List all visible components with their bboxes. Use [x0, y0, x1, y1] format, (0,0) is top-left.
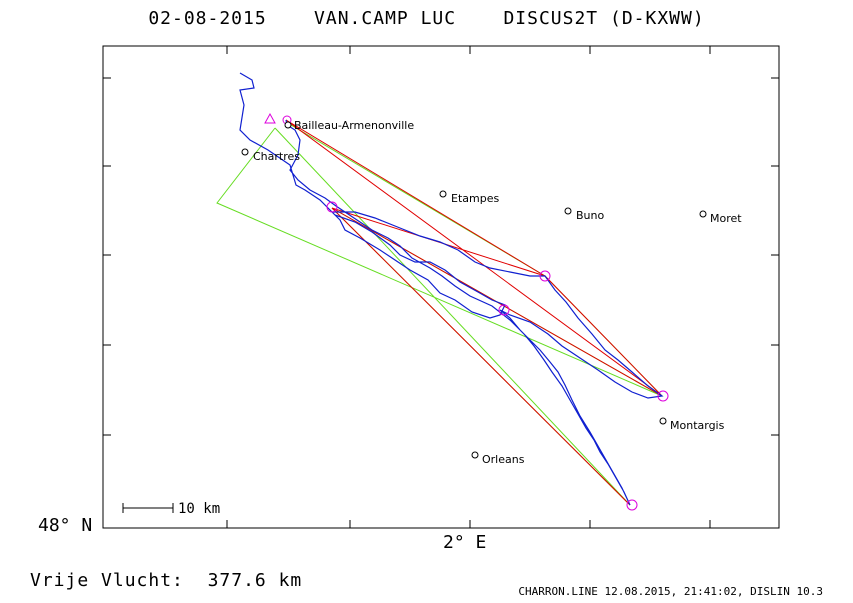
- town-marker: [284, 121, 292, 129]
- scale-bar: [122, 503, 174, 513]
- town-label-montargis: Montargis: [670, 419, 725, 432]
- flight-track: [239, 72, 664, 506]
- bottom-ticks: [102, 46, 779, 528]
- town-marker: [471, 451, 479, 459]
- turnpoint-marker: [626, 499, 638, 511]
- latitude-label: 48° N: [38, 515, 93, 536]
- town-marker: [659, 417, 667, 425]
- turnpoint-marker: [539, 270, 551, 282]
- glider-name: DISCUS2T (D-KXWW): [503, 8, 705, 29]
- town-labels: Bailleau-Armenonville Chartres Etampes B…: [253, 119, 742, 466]
- town-marker: [241, 148, 249, 156]
- town-label-bailleau: Bailleau-Armenonville: [294, 119, 414, 132]
- turnpoint-marker: [326, 201, 338, 213]
- distance-value: 377.6 km: [207, 570, 303, 591]
- town-marker: [699, 210, 707, 218]
- scale-bar-label: 10 km: [178, 501, 220, 517]
- start-triangle-icon: [264, 112, 276, 124]
- map-frame: [102, 45, 780, 529]
- turnpoint-marker: [657, 390, 669, 402]
- turnpoint-marker: [498, 304, 510, 316]
- town-label-moret: Moret: [710, 212, 742, 225]
- town-label-orleans: Orleans: [482, 453, 525, 466]
- task-line-2: [285, 119, 546, 277]
- pilot-name: VAN.CAMP LUC: [314, 8, 457, 29]
- task-sectors: [216, 121, 663, 506]
- sector-outline: [216, 127, 663, 506]
- town-markers: [241, 121, 707, 459]
- town-label-buno: Buno: [576, 209, 604, 222]
- town-marker: [564, 207, 572, 215]
- turnpoints: [264, 112, 669, 511]
- town-label-chartres: Chartres: [253, 150, 300, 163]
- longitude-label: 2° E: [443, 532, 487, 553]
- flight-date: 02-08-2015: [148, 8, 267, 29]
- distance-label: Vrije Vlucht:: [30, 570, 184, 591]
- town-label-etampes: Etampes: [451, 192, 499, 205]
- map-title: 02-08-2015 VAN.CAMP LUC DISCUS2T (D-KXWW…: [0, 8, 853, 29]
- program-footer: CHARRON.LINE 12.08.2015, 21:41:02, DISLI…: [518, 585, 823, 598]
- town-marker: [439, 190, 447, 198]
- distance-summary: Vrije Vlucht: 377.6 km: [30, 570, 302, 591]
